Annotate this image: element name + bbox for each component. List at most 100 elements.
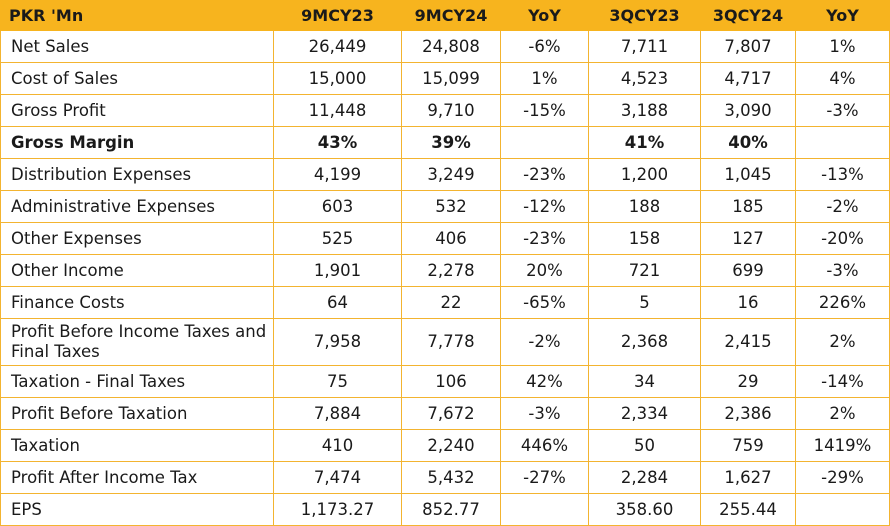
value-cell: -23% xyxy=(500,158,589,191)
table-row: Other Expenses 525 406 -23% 158 127 -20% xyxy=(0,222,890,255)
table-row: Net Sales 26,449 24,808 -6% 7,711 7,807 1% xyxy=(0,30,890,63)
table-header: PKR 'Mn 9MCY23 9MCY24 YoY 3QCY23 3QCY24 … xyxy=(0,0,890,31)
value-cell: 11,448 xyxy=(273,94,402,127)
value-cell: -3% xyxy=(500,397,589,430)
value-cell: 20% xyxy=(500,254,589,287)
value-cell: 127 xyxy=(700,222,796,255)
value-cell: 4% xyxy=(795,62,890,95)
row-label-cell: Gross Profit xyxy=(0,94,274,127)
table-body: Net Sales 26,449 24,808 -6% 7,711 7,807 1% Cost… xyxy=(0,30,890,526)
value-cell: 39% xyxy=(401,126,501,159)
value-cell: 525 xyxy=(273,222,402,255)
row-label-cell: Cost of Sales xyxy=(0,62,274,95)
header-cell-9mcy23: 9MCY23 xyxy=(273,0,402,31)
value-cell: 9,710 xyxy=(401,94,501,127)
value-cell: 3,188 xyxy=(588,94,701,127)
value-cell: 410 xyxy=(273,429,402,462)
value-cell: 41% xyxy=(588,126,701,159)
value-cell: 1,627 xyxy=(700,461,796,494)
row-label-cell: Taxation - Final Taxes xyxy=(0,365,274,398)
value-cell: 2,278 xyxy=(401,254,501,287)
value-cell: -14% xyxy=(795,365,890,398)
value-cell: 2,240 xyxy=(401,429,501,462)
value-cell: 4,717 xyxy=(700,62,796,95)
value-cell: 24,808 xyxy=(401,30,501,63)
value-cell: 185 xyxy=(700,190,796,223)
row-label-cell: Gross Margin xyxy=(0,126,274,159)
header-cell-label: PKR 'Mn xyxy=(0,0,274,31)
value-cell: 29 xyxy=(700,365,796,398)
value-cell: 4,523 xyxy=(588,62,701,95)
value-cell: -65% xyxy=(500,286,589,319)
table-row: Administrative Expenses 603 532 -12% 188 185-… xyxy=(0,190,890,223)
value-cell: -2% xyxy=(795,190,890,223)
value-cell: 1,045 xyxy=(700,158,796,191)
table-row: EPS 1,173.27 852.77 358.60 255.44 xyxy=(0,493,890,526)
value-cell: 7,807 xyxy=(700,30,796,63)
value-cell: 75 xyxy=(273,365,402,398)
value-cell: 26,449 xyxy=(273,30,402,63)
row-label-cell: Finance Costs xyxy=(0,286,274,319)
value-cell: 4,199 xyxy=(273,158,402,191)
row-label-cell: Distribution Expenses xyxy=(0,158,274,191)
value-cell: 1,200 xyxy=(588,158,701,191)
value-cell: 2% xyxy=(795,397,890,430)
row-label-cell: EPS xyxy=(0,493,274,526)
value-cell xyxy=(500,493,589,526)
value-cell: 7,958 xyxy=(273,318,402,366)
value-cell: 16 xyxy=(700,286,796,319)
value-cell xyxy=(795,493,890,526)
value-cell xyxy=(500,126,589,159)
value-cell: 2,334 xyxy=(588,397,701,430)
table-row: Profit Before Taxation 7,884 7,672 -3% 2,334… xyxy=(0,397,890,430)
value-cell: 406 xyxy=(401,222,501,255)
value-cell: 34 xyxy=(588,365,701,398)
value-cell: 226% xyxy=(795,286,890,319)
value-cell: 40% xyxy=(700,126,796,159)
value-cell: 721 xyxy=(588,254,701,287)
value-cell: -20% xyxy=(795,222,890,255)
value-cell xyxy=(795,126,890,159)
value-cell: 1% xyxy=(795,30,890,63)
header-cell-yoy-3q: YoY xyxy=(795,0,890,31)
table-row: Profit After Income Tax 7,474 5,432 -27% 2,2… xyxy=(0,461,890,494)
table-row: Taxation - Final Taxes 75 106 42% 34 29 -14% xyxy=(0,365,890,398)
row-label-cell: Profit Before Income Taxes and Final Tax… xyxy=(0,318,274,366)
table-row: Profit Before Income Taxes and Final Tax… xyxy=(0,318,890,366)
table-row: Distribution Expenses 4,199 3,249 -23% 1,200… xyxy=(0,158,890,191)
row-label-cell: Administrative Expenses xyxy=(0,190,274,223)
row-label-cell: Taxation xyxy=(0,429,274,462)
value-cell: 7,672 xyxy=(401,397,501,430)
value-cell: 7,778 xyxy=(401,318,501,366)
value-cell: 2,415 xyxy=(700,318,796,366)
value-cell: 255.44 xyxy=(700,493,796,526)
row-label-cell: Net Sales xyxy=(0,30,274,63)
value-cell: 1,173.27 xyxy=(273,493,402,526)
value-cell: 5 xyxy=(588,286,701,319)
row-label-cell: Profit After Income Tax xyxy=(0,461,274,494)
header-cell-yoy-9m: YoY xyxy=(500,0,589,31)
value-cell: 2,284 xyxy=(588,461,701,494)
value-cell: 15,099 xyxy=(401,62,501,95)
value-cell: 64 xyxy=(273,286,402,319)
value-cell: 2% xyxy=(795,318,890,366)
value-cell: 106 xyxy=(401,365,501,398)
header-row: PKR 'Mn 9MCY23 9MCY24 YoY 3QCY23 3QCY24 … xyxy=(0,0,890,31)
value-cell: 42% xyxy=(500,365,589,398)
value-cell: 446% xyxy=(500,429,589,462)
table-row: Other Income 1,901 2,278 20% 721 699 -3% xyxy=(0,254,890,287)
table-row: Cost of Sales 15,000 15,099 1% 4,523 4,717 4% xyxy=(0,62,890,95)
table-row: Gross Profit 11,448 9,710 -15% 3,188 3,090 -3% xyxy=(0,94,890,127)
table-row: Finance Costs 64 22 -65% 5 16 226% xyxy=(0,286,890,319)
value-cell: 759 xyxy=(700,429,796,462)
value-cell: 1419% xyxy=(795,429,890,462)
value-cell: 7,884 xyxy=(273,397,402,430)
value-cell: -6% xyxy=(500,30,589,63)
table-row: Taxation 410 2,240 446% 50 759 1419% xyxy=(0,429,890,462)
value-cell: 699 xyxy=(700,254,796,287)
value-cell: 7,474 xyxy=(273,461,402,494)
value-cell: 852.77 xyxy=(401,493,501,526)
value-cell: -2% xyxy=(500,318,589,366)
header-cell-3qcy24: 3QCY24 xyxy=(700,0,796,31)
